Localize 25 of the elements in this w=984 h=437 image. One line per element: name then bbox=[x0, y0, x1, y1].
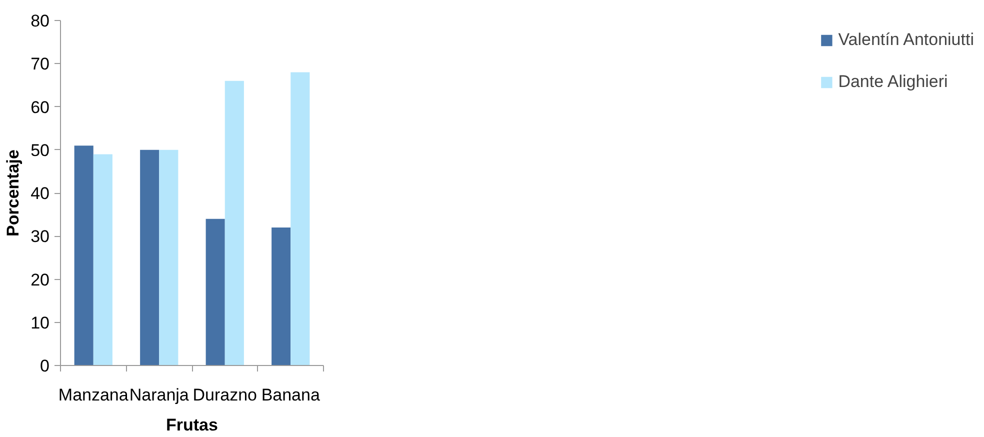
legend-label: Valentín Antoniutti bbox=[838, 30, 974, 50]
x-tick-label: Manzana bbox=[58, 386, 129, 404]
bar bbox=[159, 150, 178, 366]
bar bbox=[74, 146, 94, 366]
legend-label: Dante Alighieri bbox=[838, 72, 948, 92]
y-tick-label: 50 bbox=[30, 140, 50, 160]
bar bbox=[290, 72, 310, 366]
bar bbox=[224, 80, 244, 366]
y-tick-label: 70 bbox=[30, 54, 50, 74]
y-tick-label: 80 bbox=[30, 12, 50, 30]
x-tick-label: Banana bbox=[261, 386, 320, 404]
x-axis-title: Frutas bbox=[166, 416, 218, 434]
bar bbox=[93, 154, 112, 366]
x-tick-label: Durazno bbox=[192, 386, 258, 404]
y-tick-label: 40 bbox=[30, 184, 50, 203]
x-tick-label: Naranja bbox=[129, 386, 190, 404]
y-tick-label: 10 bbox=[30, 313, 50, 332]
y-tick-label: 30 bbox=[30, 227, 50, 246]
y-tick-label: 60 bbox=[30, 98, 50, 117]
y-axis-title: Porcentaje bbox=[4, 150, 23, 236]
y-tick-label: 0 bbox=[40, 356, 50, 376]
bar bbox=[206, 218, 225, 366]
y-tick-label: 20 bbox=[30, 270, 50, 290]
bar bbox=[272, 228, 291, 366]
bar bbox=[140, 150, 160, 366]
